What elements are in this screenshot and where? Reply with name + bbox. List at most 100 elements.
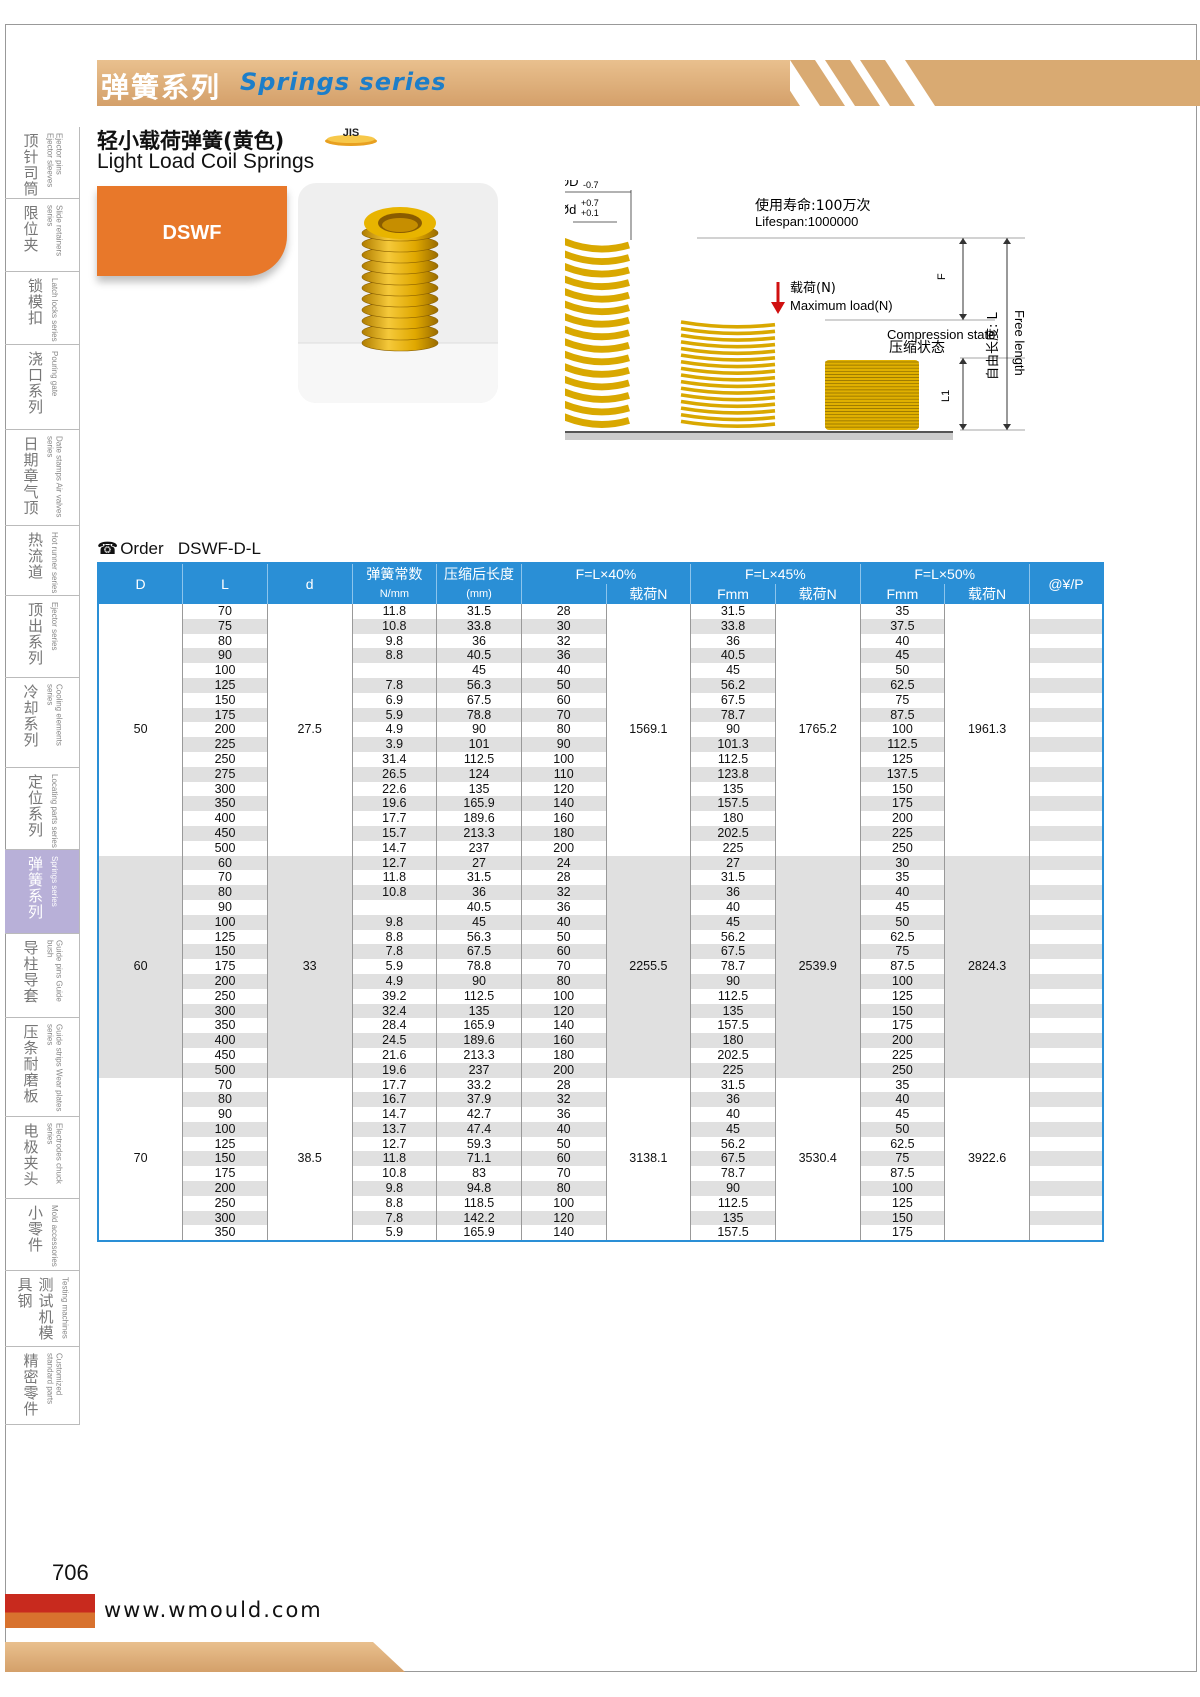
table-cell: 450 bbox=[182, 825, 268, 841]
table-cell: 30 bbox=[859, 855, 946, 871]
sidebar-item-5[interactable]: 热流道 Hot runner series bbox=[5, 526, 80, 596]
table-row: 350 5.9 165.9 140 157.5 175 bbox=[98, 1225, 1104, 1242]
table-cell: 83 bbox=[436, 1166, 522, 1182]
col-f40-fmm bbox=[520, 584, 607, 604]
id-tol-up: +0.7 bbox=[581, 198, 599, 208]
table-cell: 250 bbox=[182, 1195, 268, 1211]
free-spring-coil bbox=[565, 413, 630, 428]
phone-icon: ☎ bbox=[97, 539, 119, 558]
table-cell: 300 bbox=[182, 781, 268, 797]
table-cell: 112.5 bbox=[690, 751, 776, 767]
table-cell: 450 bbox=[182, 1047, 268, 1063]
table-cell: 75 bbox=[859, 944, 946, 960]
table-cell: 90 bbox=[690, 722, 776, 738]
table-row: 400 24.5 189.6 160 180 200 bbox=[98, 1033, 1104, 1048]
table-cell: 28 bbox=[520, 1077, 607, 1093]
sidebar-item-label: 浇口系列 bbox=[26, 351, 44, 415]
table-cell bbox=[1028, 914, 1104, 930]
table-cell bbox=[1028, 929, 1104, 945]
table-cell: 75 bbox=[182, 618, 268, 634]
sidebar-item-8[interactable]: 定位系列 Locating parts series bbox=[5, 768, 80, 850]
table-row: 125 7.8 56.3 50 56.2 62.5 bbox=[98, 677, 1104, 693]
free-spring-coil bbox=[565, 350, 630, 366]
sidebar-item-0[interactable]: 顶针司筒 Ejector pins Ejector sleeves bbox=[5, 127, 80, 199]
col-comp: 压缩后长度 bbox=[436, 563, 522, 584]
table-cell: 112.5 bbox=[859, 737, 946, 752]
table-cell: 140 bbox=[520, 1225, 607, 1242]
table-cell: 27 bbox=[436, 855, 522, 871]
table-row: 250 39.2 112.5 100 112.5 125 bbox=[98, 988, 1104, 1004]
table-cell: 150 bbox=[859, 781, 946, 797]
table-cell bbox=[1028, 988, 1104, 1004]
table-cell: 165.9 bbox=[436, 1018, 522, 1034]
table-cell bbox=[1028, 1225, 1104, 1242]
table-cell: 45 bbox=[859, 1107, 946, 1122]
sidebar-item-1[interactable]: 限位夹 Slide retainers series bbox=[5, 199, 80, 272]
table-cell: 135 bbox=[436, 781, 522, 797]
table-cell: 237 bbox=[436, 840, 522, 856]
table-row: 450 21.6 213.3 180 202.5 225 bbox=[98, 1047, 1104, 1063]
col-rate: 弹簧常数 bbox=[351, 563, 438, 584]
table-cell: 120 bbox=[520, 1210, 607, 1226]
table-cell bbox=[1028, 885, 1104, 900]
sidebar-item-15[interactable]: 精密零件 Customized standard parts bbox=[5, 1347, 80, 1425]
table-cell: 137.5 bbox=[859, 766, 946, 782]
load-cn: 载荷(N) bbox=[790, 281, 836, 296]
table-cell: 28 bbox=[520, 604, 607, 619]
sidebar-item-4[interactable]: 日期章气顶 Date stamps Air valves series bbox=[5, 430, 80, 526]
table-cell: 28 bbox=[520, 870, 607, 886]
sidebar-item-10[interactable]: 导柱导套 Guide pins Guide bush bbox=[5, 934, 80, 1018]
table-cell: 189.6 bbox=[436, 1033, 522, 1048]
table-cell: 80 bbox=[520, 1181, 607, 1196]
table-cell: 56.2 bbox=[690, 929, 776, 945]
table-cell bbox=[1028, 1166, 1104, 1182]
table-cell: 33.2 bbox=[436, 1077, 522, 1093]
table-cell: 26.5 bbox=[351, 766, 438, 782]
table-cell: 50 bbox=[520, 677, 607, 693]
table-cell bbox=[1028, 766, 1104, 782]
sidebar-item-11[interactable]: 压条耐磨板 Guide strips Wear plates series bbox=[5, 1018, 80, 1117]
free-spring-coil bbox=[565, 275, 630, 291]
table-cell: 125 bbox=[182, 1136, 268, 1152]
table-cell: 56.2 bbox=[690, 1136, 776, 1152]
table-cell: 300 bbox=[182, 1003, 268, 1019]
table-cell: 350 bbox=[182, 1018, 268, 1034]
table-cell: 33.8 bbox=[690, 618, 776, 634]
table-cell: 175 bbox=[182, 1166, 268, 1182]
table-cell bbox=[351, 899, 438, 915]
sidebar-item-9[interactable]: 弹簧系列 Springs series bbox=[5, 850, 80, 934]
sidebar-item-label: 锁模扣 bbox=[26, 278, 44, 326]
sidebar-item-13[interactable]: 小零件 Mold accessories bbox=[5, 1199, 80, 1271]
sidebar-item-3[interactable]: 浇口系列 Pouring gate bbox=[5, 345, 80, 430]
sidebar-item-14[interactable]: 测试机模具钢 Testing machines bbox=[5, 1271, 80, 1347]
sidebar-item-6[interactable]: 顶出系列 Ejector series bbox=[5, 596, 80, 678]
table-cell: 100 bbox=[520, 1195, 607, 1211]
sidebar-item-7[interactable]: 冷却系列 Cooling elements series bbox=[5, 678, 80, 768]
sidebar-item-2[interactable]: 锁模扣 Latch locks series bbox=[5, 272, 80, 345]
table-row: 80 16.7 37.9 32 36 40 bbox=[98, 1092, 1104, 1108]
table-cell: 8.8 bbox=[351, 929, 438, 945]
free-spring-coil bbox=[565, 288, 630, 303]
table-cell: 180 bbox=[520, 1047, 607, 1063]
table-cell: 40 bbox=[690, 899, 776, 915]
table-cell: 31.5 bbox=[436, 870, 522, 886]
table-cell: 40 bbox=[859, 633, 946, 649]
table-cell: 125 bbox=[859, 1195, 946, 1211]
sidebar-item-12[interactable]: 电极夹头 Electrodes chuck series bbox=[5, 1117, 80, 1199]
table-cell: 15.7 bbox=[351, 825, 438, 841]
table-row: 500 19.6 237 200 225 250 bbox=[98, 1062, 1104, 1078]
table-cell: 100 bbox=[859, 1181, 946, 1196]
sidebar-item-sublabel: Guide strips Wear plates series bbox=[45, 1024, 64, 1112]
free-spring-coil bbox=[565, 338, 630, 353]
table-row: 300 22.6 135 120 135 150 bbox=[98, 781, 1104, 797]
table-cell bbox=[1028, 1210, 1104, 1226]
table-row: 150 7.8 67.5 60 67.5 75 bbox=[98, 944, 1104, 960]
table-cell: 160 bbox=[520, 811, 607, 826]
table-cell: 33.8 bbox=[436, 618, 522, 634]
table-cell: 78.7 bbox=[690, 1166, 776, 1182]
page-number: 706 bbox=[52, 1560, 89, 1585]
table-cell: 90 bbox=[436, 973, 522, 989]
table-cell: 135 bbox=[690, 1210, 776, 1226]
table-cell: 40 bbox=[520, 914, 607, 930]
loaded-spring-coil bbox=[680, 412, 776, 422]
